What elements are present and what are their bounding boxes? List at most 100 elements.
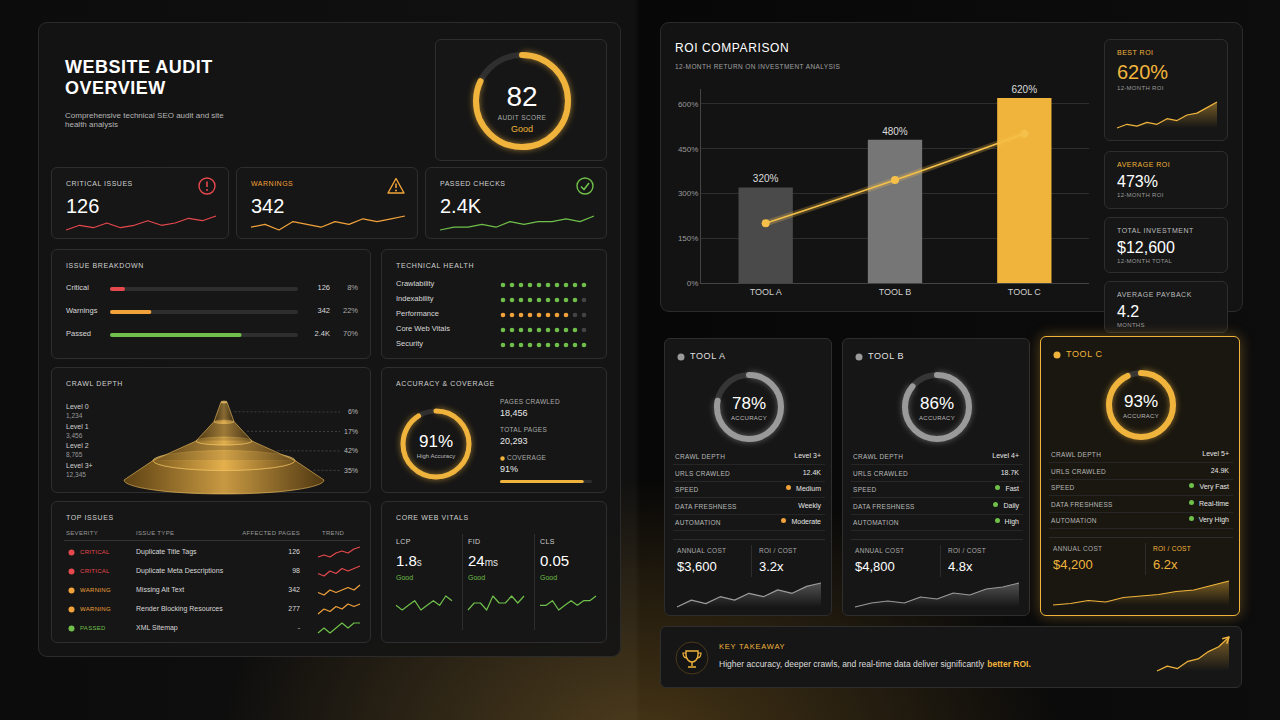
html-text:WARNINGS: WARNINGS xyxy=(251,180,294,187)
html-text:TOOL A: TOOL A xyxy=(690,351,726,361)
html-text:WEBSITE AUDIT OVERVIEW: WEBSITE AUDIT OVERVIEW xyxy=(65,57,213,99)
html-text:KEY TAKEAWAY: KEY TAKEAWAY xyxy=(719,642,786,651)
html-text:Real-time: Real-time xyxy=(1199,499,1229,507)
html-text:$12,600: $12,600 xyxy=(1117,239,1175,256)
html-text:91%: 91% xyxy=(419,432,453,451)
html-text:12.4K: 12.4K xyxy=(802,468,821,476)
html-text:Missing Alt Text: Missing Alt Text xyxy=(136,586,185,593)
svg-text:450%: 450% xyxy=(678,144,698,153)
html-text:35%: 35% xyxy=(344,466,358,474)
html-text:0.05: 0.05 xyxy=(540,552,570,569)
html-text:Warnings: Warnings xyxy=(66,306,98,315)
html-text:Level 1: Level 1 xyxy=(66,422,89,430)
html-text:$4,800: $4,800 xyxy=(855,559,895,574)
html-text:82: 82 xyxy=(506,81,538,112)
html-text:42%: 42% xyxy=(344,447,358,454)
svg-text:300%: 300% xyxy=(678,189,698,198)
html-text:78%: 78% xyxy=(732,394,766,413)
html-text:1.8s: 1.8s xyxy=(396,552,422,569)
html-text:CRAWL DEPTH: CRAWL DEPTH xyxy=(66,380,123,387)
html-text:ISSUE BREAKDOWN: ISSUE BREAKDOWN xyxy=(66,262,144,269)
html-text:126: 126 xyxy=(317,283,330,292)
html-text:620%: 620% xyxy=(1117,61,1169,83)
html-text:91%: 91% xyxy=(500,464,518,474)
html-text:Duplicate Meta Descriptions: Duplicate Meta Descriptions xyxy=(136,567,224,574)
html-text:ACCURACY & COVERAGE: ACCURACY & COVERAGE xyxy=(396,380,495,387)
html-text:22%: 22% xyxy=(343,306,358,315)
html-text:Critical: Critical xyxy=(66,283,89,292)
html-text:6%: 6% xyxy=(347,408,358,415)
html-text:URLS CRAWLED: URLS CRAWLED xyxy=(1051,467,1106,475)
html-text:1,234: 1,234 xyxy=(66,412,83,419)
html-text:Level 0: Level 0 xyxy=(66,403,89,410)
html-text:98: 98 xyxy=(292,567,300,574)
html-text:URLS CRAWLED: URLS CRAWLED xyxy=(675,469,730,477)
html-text:Security: Security xyxy=(396,339,424,348)
html-text:20,293: 20,293 xyxy=(500,436,528,446)
html-text:24ms: 24ms xyxy=(468,552,498,569)
svg-text:TOOL C: TOOL C xyxy=(1008,287,1042,297)
html-text:17%: 17% xyxy=(344,427,358,435)
html-text:Indexability: Indexability xyxy=(396,294,434,303)
html-text:AUDIT SCORE: AUDIT SCORE xyxy=(497,114,547,121)
html-text:DATA FRESHNESS: DATA FRESHNESS xyxy=(853,502,915,510)
html-text:URLS CRAWLED: URLS CRAWLED xyxy=(853,469,908,477)
html-text:Good: Good xyxy=(511,124,533,134)
html-text:4.2: 4.2 xyxy=(1117,303,1140,320)
html-text:Core Web Vitals: Core Web Vitals xyxy=(396,324,450,333)
svg-text:620%: 620% xyxy=(1011,84,1037,95)
html-text:CRITICAL ISSUES: CRITICAL ISSUES xyxy=(66,180,133,187)
svg-text:TOOL A: TOOL A xyxy=(750,287,782,297)
html-text:70%: 70% xyxy=(343,329,358,338)
html-text:3,456: 3,456 xyxy=(66,431,83,439)
svg-text:150%: 150% xyxy=(678,234,698,243)
html-text:Level 2: Level 2 xyxy=(66,442,89,449)
html-text:Duplicate Title Tags: Duplicate Title Tags xyxy=(136,548,197,555)
html-text:Daily: Daily xyxy=(1003,501,1019,509)
html-text:8%: 8% xyxy=(347,283,358,292)
html-text:24.9K: 24.9K xyxy=(1210,466,1229,474)
html-text:TOOL B: TOOL B xyxy=(868,351,905,361)
svg-text:TOOL B: TOOL B xyxy=(879,287,912,297)
html-text:12,345: 12,345 xyxy=(66,470,86,478)
html-text:Passed: Passed xyxy=(66,329,91,338)
html-text:342: 342 xyxy=(317,306,330,315)
html-text:342: 342 xyxy=(288,586,300,593)
html-text:TOOL C: TOOL C xyxy=(1066,349,1103,359)
html-text:Performance: Performance xyxy=(396,309,439,318)
svg-text:480%: 480% xyxy=(882,126,908,137)
html-text:TECHNICAL HEALTH: TECHNICAL HEALTH xyxy=(396,262,475,269)
html-text:Higher accuracy, deeper crawls: Higher accuracy, deeper crawls, and real… xyxy=(719,659,1031,669)
svg-text:600%: 600% xyxy=(678,100,698,109)
html-text:$3,600: $3,600 xyxy=(677,559,717,574)
html-text:2.4K: 2.4K xyxy=(440,195,482,217)
html-text:8,765: 8,765 xyxy=(66,451,83,458)
html-text:$4,200: $4,200 xyxy=(1053,557,1093,572)
html-text:PASSED CHECKS: PASSED CHECKS xyxy=(440,180,506,187)
html-text:Comprehensive technical SEO au: Comprehensive technical SEO audit and si… xyxy=(65,111,224,130)
html-text:TOTAL PAGES: TOTAL PAGES xyxy=(500,426,548,433)
html-text:3.2x: 3.2x xyxy=(759,559,784,574)
html-text:DATA FRESHNESS: DATA FRESHNESS xyxy=(1051,500,1113,508)
html-text:342: 342 xyxy=(251,195,285,217)
svg-text:0%: 0% xyxy=(687,279,699,288)
html-text:473%: 473% xyxy=(1117,173,1158,190)
html-text:86%: 86% xyxy=(920,394,954,413)
html-text:Weekly: Weekly xyxy=(798,501,821,509)
html-text:126: 126 xyxy=(288,548,300,555)
html-text:ROI COMPARISON: ROI COMPARISON xyxy=(675,41,790,55)
html-text:18,456: 18,456 xyxy=(500,408,528,418)
html-text:TOP ISSUES: TOP ISSUES xyxy=(66,514,114,521)
html-text:2.4K: 2.4K xyxy=(314,329,330,338)
html-text:6.2x: 6.2x xyxy=(1153,557,1178,572)
html-text:COVERAGE: COVERAGE xyxy=(507,454,547,461)
html-text:DATA FRESHNESS: DATA FRESHNESS xyxy=(675,502,737,510)
html-text:93%: 93% xyxy=(1124,392,1158,411)
html-text:PAGES CRAWLED: PAGES CRAWLED xyxy=(500,398,560,405)
html-text:126: 126 xyxy=(66,195,100,217)
svg-text:320%: 320% xyxy=(753,173,779,184)
html-text:4.8x: 4.8x xyxy=(948,559,973,574)
html-text:Crawlability: Crawlability xyxy=(396,279,435,288)
html-text:Level 3+: Level 3+ xyxy=(66,461,93,469)
html-text:18.7K: 18.7K xyxy=(1000,468,1019,476)
